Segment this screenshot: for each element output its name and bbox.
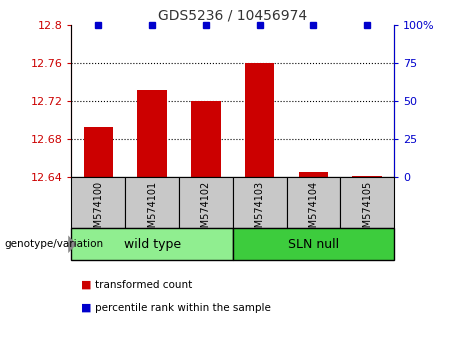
Bar bbox=[71, 177, 125, 228]
Text: GSM574104: GSM574104 bbox=[308, 181, 319, 240]
Bar bbox=[137, 90, 167, 177]
Bar bbox=[125, 177, 179, 228]
Bar bbox=[191, 101, 221, 177]
Bar bbox=[233, 177, 287, 228]
Text: GSM574101: GSM574101 bbox=[147, 181, 157, 240]
Bar bbox=[353, 176, 382, 177]
Polygon shape bbox=[68, 235, 77, 253]
Bar bbox=[299, 172, 328, 177]
Text: transformed count: transformed count bbox=[95, 280, 192, 290]
Text: genotype/variation: genotype/variation bbox=[5, 239, 104, 249]
Bar bbox=[245, 63, 274, 177]
Text: GSM574103: GSM574103 bbox=[254, 181, 265, 240]
Text: GSM574105: GSM574105 bbox=[362, 181, 372, 240]
Text: ■: ■ bbox=[81, 303, 91, 313]
Text: ■: ■ bbox=[81, 280, 91, 290]
Text: GSM574100: GSM574100 bbox=[93, 181, 103, 240]
Text: percentile rank within the sample: percentile rank within the sample bbox=[95, 303, 271, 313]
Bar bbox=[233, 228, 394, 260]
Text: GSM574102: GSM574102 bbox=[201, 181, 211, 240]
Bar bbox=[340, 177, 394, 228]
Text: wild type: wild type bbox=[124, 238, 181, 251]
Text: SLN null: SLN null bbox=[288, 238, 339, 251]
Title: GDS5236 / 10456974: GDS5236 / 10456974 bbox=[158, 8, 307, 22]
Bar bbox=[179, 177, 233, 228]
Bar bbox=[83, 127, 113, 177]
Bar bbox=[287, 177, 340, 228]
Bar bbox=[71, 228, 233, 260]
